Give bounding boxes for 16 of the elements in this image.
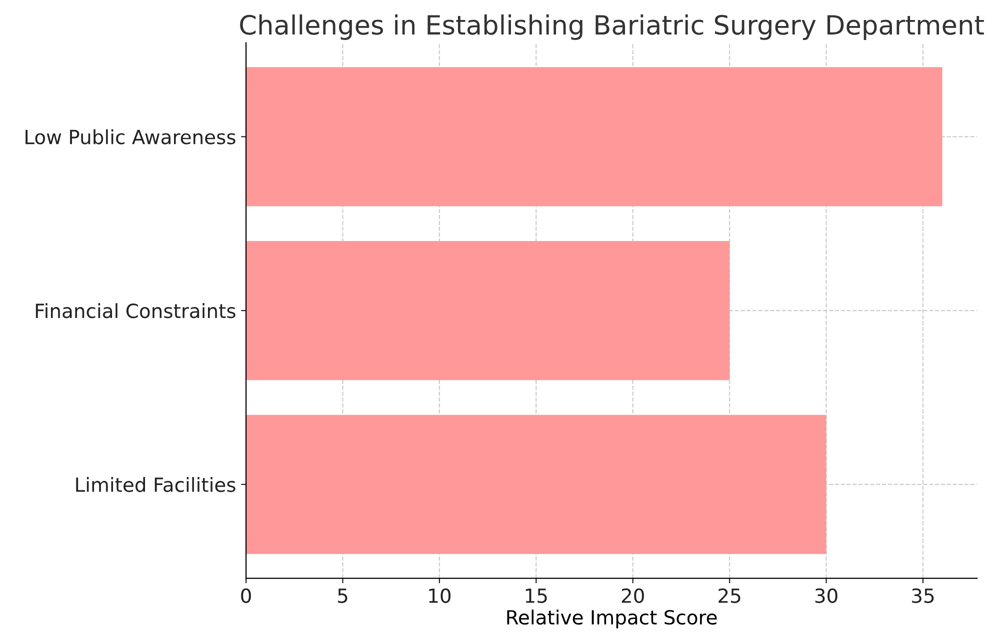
y-tick-label: Limited Facilities — [76, 477, 236, 492]
y-tick-label: Financial Constraints — [36, 303, 236, 318]
bar — [246, 414, 826, 554]
x-tick-label: 25 — [718, 588, 740, 604]
x-tick-label: 5 — [338, 588, 348, 604]
bar — [246, 67, 942, 206]
y-tick-label: Low Public Awareness — [26, 129, 236, 144]
x-tick-label: 0 — [241, 588, 251, 604]
chart-title: Challenges in Establishing Bariatric Surgery Department — [240, 14, 984, 40]
x-tick-label: 15 — [526, 588, 547, 604]
x-tick-label: 10 — [429, 588, 451, 604]
x-tick-label: 35 — [912, 588, 934, 604]
x-tick-label: 20 — [622, 588, 644, 604]
x-axis-title: Relative Impact Score — [507, 610, 717, 628]
bar — [246, 241, 730, 380]
x-tick-label: 30 — [815, 588, 838, 604]
